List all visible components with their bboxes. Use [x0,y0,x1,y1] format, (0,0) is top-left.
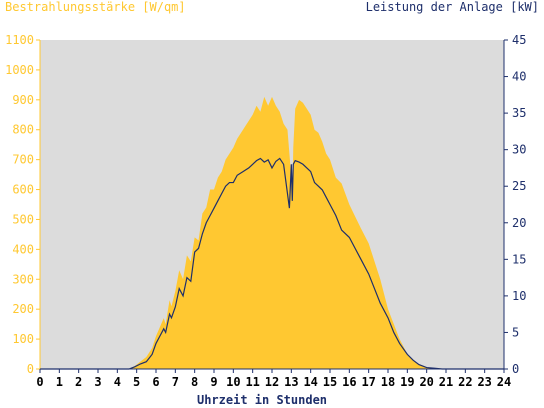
x-tick-label: 17 [361,375,375,389]
irradiance-area-layer [40,96,504,369]
x-axis-title: Uhrzeit in Stunden [197,393,327,407]
x-tick-label: 19 [400,375,414,389]
left-tick-label: 900 [12,93,34,107]
right-tick-label: 20 [512,216,526,230]
x-tick-label: 3 [94,375,101,389]
x-tick-label: 8 [191,375,198,389]
right-axis-ticks: 0 5 10 15 20 25 30 35 40 45 [504,33,526,376]
x-tick-label: 21 [439,375,453,389]
left-axis-ticks: 0 100 200 300 400 500 600 700 800 900 1000 1100 [5,33,40,376]
x-tick-label: 0 [36,375,43,389]
right-tick-label: 10 [512,289,526,303]
right-tick-label: 5 [512,325,519,339]
right-tick-label: 40 [512,70,526,84]
right-tick-label: 35 [512,106,526,120]
x-tick-label: 14 [303,375,317,389]
x-tick-label: 15 [323,375,337,389]
right-tick-label: 25 [512,179,526,193]
left-axis-title: Bestrahlungsstärke [W/qm] [5,0,186,14]
right-axis-title: Leistung der Anlage [kW] [366,0,539,14]
left-tick-label: 400 [12,242,34,256]
x-tick-label: 4 [114,375,121,389]
x-tick-label: 5 [133,375,140,389]
left-tick-label: 300 [12,272,34,286]
left-tick-label: 100 [12,332,34,346]
left-tick-label: 800 [12,123,34,137]
x-tick-label: 22 [458,375,472,389]
right-tick-label: 45 [512,33,526,47]
left-tick-label: 1100 [5,33,34,47]
x-tick-label: 12 [265,375,279,389]
left-tick-label: 700 [12,153,34,167]
x-tick-label: 10 [226,375,240,389]
x-axis-ticks: 0 1 2 3 4 5 6 7 8 9 10 11 12 13 14 15 16 17 18 19 20 21 22 23 24 [36,369,511,389]
x-tick-label: 11 [245,375,259,389]
x-tick-label: 6 [152,375,159,389]
x-tick-label: 13 [284,375,298,389]
x-tick-label: 9 [210,375,217,389]
left-tick-label: 0 [27,362,34,376]
x-tick-label: 20 [419,375,433,389]
left-tick-label: 1000 [5,63,34,77]
left-tick-label: 200 [12,302,34,316]
x-tick-label: 7 [172,375,179,389]
right-tick-label: 15 [512,252,526,266]
power-line-layer [40,157,504,370]
left-tick-label: 500 [12,212,34,226]
power-line [40,157,504,370]
right-tick-label: 0 [512,362,519,376]
x-tick-label: 23 [477,375,491,389]
x-tick-label: 18 [381,375,395,389]
x-tick-label: 16 [342,375,356,389]
left-tick-label: 600 [12,183,34,197]
x-tick-label: 24 [497,375,511,389]
right-tick-label: 30 [512,143,526,157]
irradiance-area [40,96,504,369]
x-tick-label: 2 [75,375,82,389]
x-tick-label: 1 [56,375,63,389]
